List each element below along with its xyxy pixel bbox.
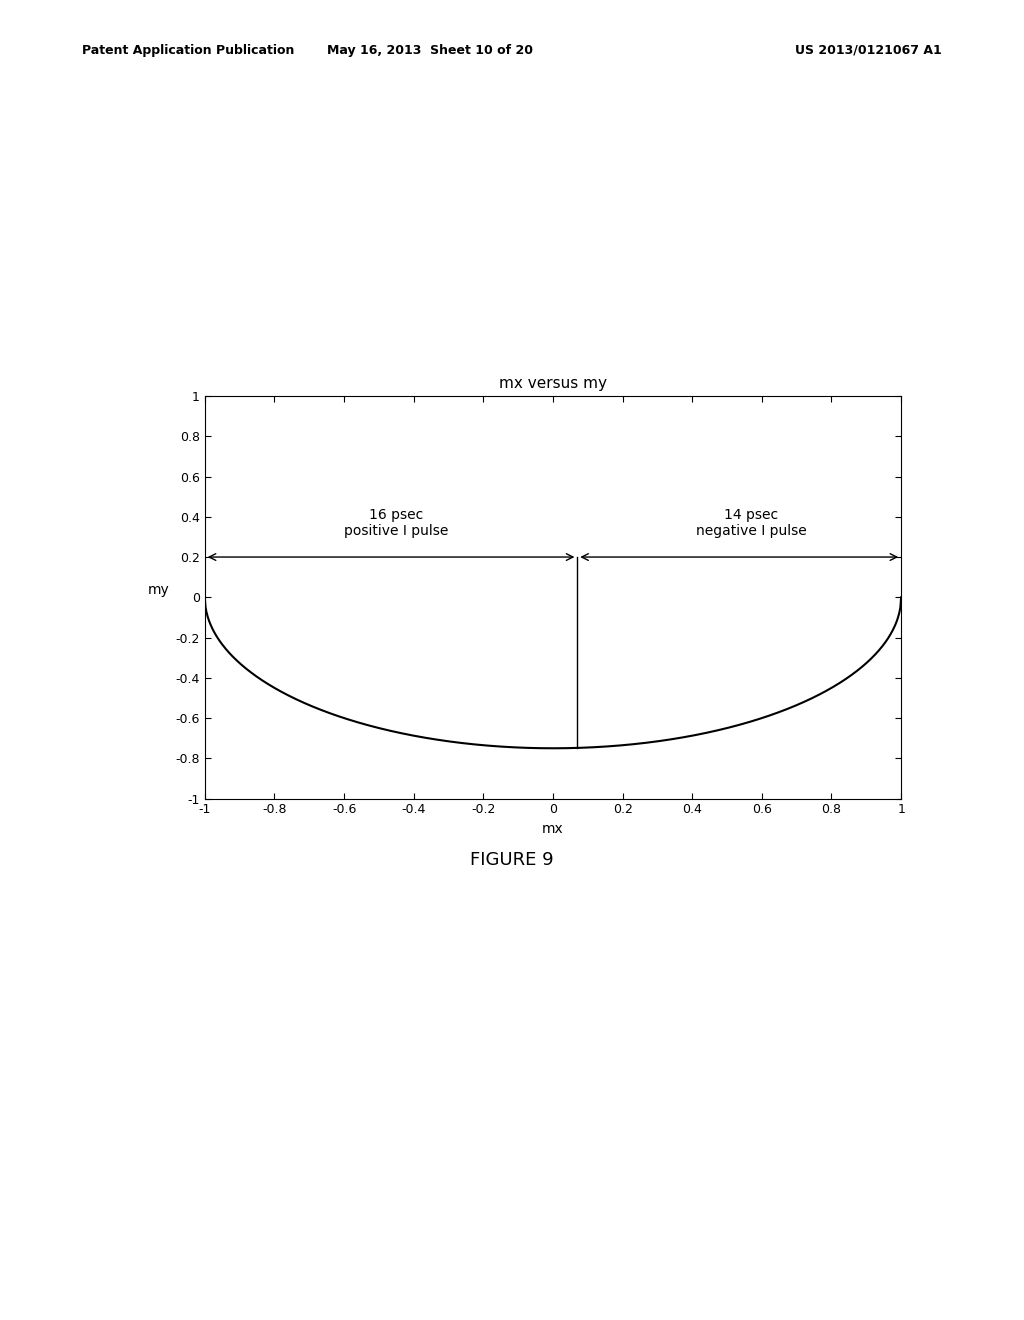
Text: US 2013/0121067 A1: US 2013/0121067 A1 xyxy=(796,44,942,57)
Y-axis label: my: my xyxy=(147,583,170,597)
Text: 14 psec
negative I pulse: 14 psec negative I pulse xyxy=(696,508,807,539)
Text: May 16, 2013  Sheet 10 of 20: May 16, 2013 Sheet 10 of 20 xyxy=(327,44,534,57)
Text: Patent Application Publication: Patent Application Publication xyxy=(82,44,294,57)
X-axis label: mx: mx xyxy=(542,822,564,836)
Text: FIGURE 9: FIGURE 9 xyxy=(470,851,554,870)
Title: mx versus my: mx versus my xyxy=(499,376,607,391)
Text: 16 psec
positive I pulse: 16 psec positive I pulse xyxy=(344,508,449,539)
